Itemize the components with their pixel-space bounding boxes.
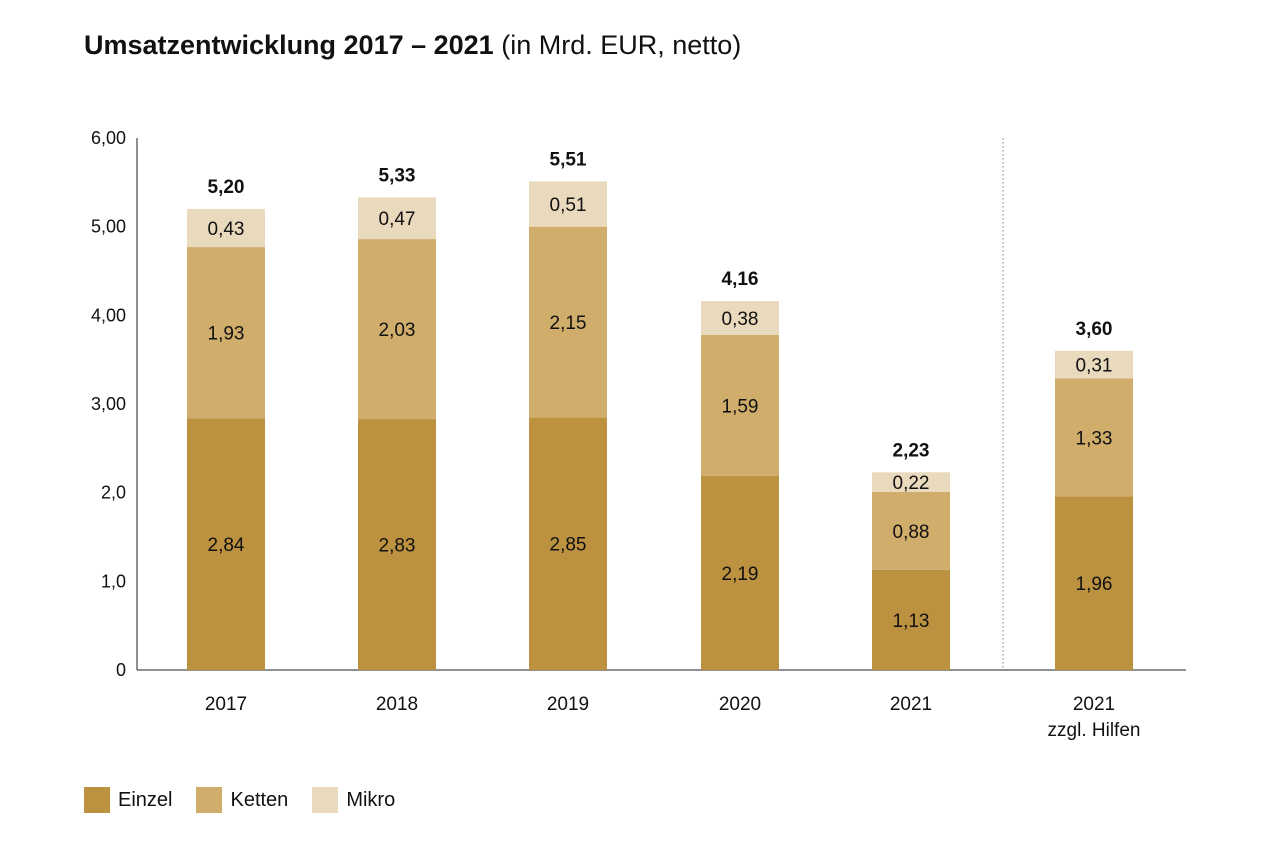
bar-segment-ketten [701, 334, 779, 476]
y-tick-label: 1,0 [101, 571, 126, 591]
legend-label: Mikro [346, 788, 396, 811]
bar-segment-ketten [529, 226, 607, 418]
x-tick-sublabel: zzgl. Hilfen [1048, 720, 1141, 741]
segment-value-label: 0,51 [550, 195, 587, 216]
bar-segment-mikro [701, 301, 779, 335]
chart-subtitle: (in Mrd. EUR, netto) [501, 30, 742, 60]
total-value-label: 5,20 [208, 177, 245, 198]
y-tick-label: 6,00 [91, 128, 126, 148]
chart-bars [187, 181, 1133, 670]
legend-swatch [84, 787, 110, 813]
x-tick-label: 2021 [890, 694, 932, 715]
legend-swatch [196, 787, 223, 813]
segment-value-label: 0,43 [208, 219, 245, 240]
legend-item-einzel: Einzel [84, 787, 172, 813]
y-tick-label: 5,00 [91, 217, 126, 237]
stacked-bar-chart: 0 1,0 2,0 3,00 4,00 5,00 6,00 2,84 1,93 0,43 5,20… [91, 128, 1186, 741]
segment-value-label: 0,31 [1076, 356, 1113, 377]
bar-segment-ketten [187, 247, 265, 419]
segment-value-label: 1,33 [1076, 428, 1113, 449]
bar-segment-ketten [358, 239, 436, 420]
bar-segment-einzel [358, 419, 436, 670]
total-value-label: 3,60 [1076, 319, 1113, 340]
chart-legend: Einzel Ketten Mikro [84, 787, 419, 813]
bar-segment-mikro [529, 181, 607, 227]
bar-segment-ketten [872, 491, 950, 570]
y-tick-label: 3,00 [91, 394, 126, 414]
segment-value-label: 1,96 [1076, 574, 1113, 595]
legend-item-ketten: Ketten [196, 787, 288, 813]
x-tick-label: 2018 [376, 694, 418, 715]
segment-value-label: 1,13 [893, 611, 930, 632]
legend-label: Ketten [230, 788, 289, 811]
total-value-label: 5,33 [379, 165, 416, 186]
chart-labels: 2,84 1,93 0,43 5,20 2017 2,83 2,03 0,47 5,33 2018… [205, 149, 1141, 741]
y-tick-label: 0 [116, 660, 126, 680]
y-tick-label: 4,00 [91, 305, 126, 325]
legend-label: Einzel [118, 788, 173, 811]
total-value-label: 4,16 [722, 269, 759, 290]
chart-title: Umsatzentwicklung 2017 – 2021 (in Mrd. E… [84, 30, 741, 61]
total-value-label: 5,51 [550, 149, 587, 170]
bar-segment-mikro [1055, 350, 1133, 379]
segment-value-label: 2,03 [379, 320, 416, 341]
segment-value-label: 2,83 [379, 536, 416, 557]
x-tick-label: 2021 [1073, 694, 1115, 715]
x-tick-label: 2019 [547, 694, 589, 715]
bar-segment-mikro [187, 208, 265, 248]
segment-value-label: 0,47 [379, 209, 416, 230]
segment-value-label: 2,15 [550, 313, 587, 334]
segment-value-label: 2,85 [550, 535, 587, 556]
segment-value-label: 0,88 [893, 522, 930, 543]
bar-segment-mikro [872, 472, 950, 492]
segment-value-label: 2,84 [208, 535, 245, 556]
bar-segment-einzel [701, 475, 779, 670]
x-tick-label: 2020 [719, 694, 761, 715]
chart-axes: 0 1,0 2,0 3,00 4,00 5,00 6,00 [91, 128, 1186, 680]
legend-swatch [312, 787, 339, 813]
chart-title-main: Umsatzentwicklung 2017 – 2021 [84, 30, 494, 60]
bar-segment-einzel [1055, 496, 1133, 670]
bar-segment-einzel [872, 569, 950, 670]
segment-value-label: 0,38 [722, 309, 759, 330]
bar-segment-ketten [1055, 378, 1133, 497]
bar-segment-einzel [529, 417, 607, 670]
legend-item-mikro: Mikro [312, 787, 395, 813]
segment-value-label: 1,59 [722, 396, 759, 417]
segment-value-label: 2,19 [722, 564, 759, 585]
segment-value-label: 1,93 [208, 324, 245, 345]
bar-segment-mikro [358, 197, 436, 240]
x-tick-label: 2017 [205, 694, 247, 715]
segment-value-label: 0,22 [893, 473, 930, 494]
total-value-label: 2,23 [893, 440, 930, 461]
y-tick-label: 2,0 [101, 483, 126, 503]
bar-segment-einzel [187, 418, 265, 670]
